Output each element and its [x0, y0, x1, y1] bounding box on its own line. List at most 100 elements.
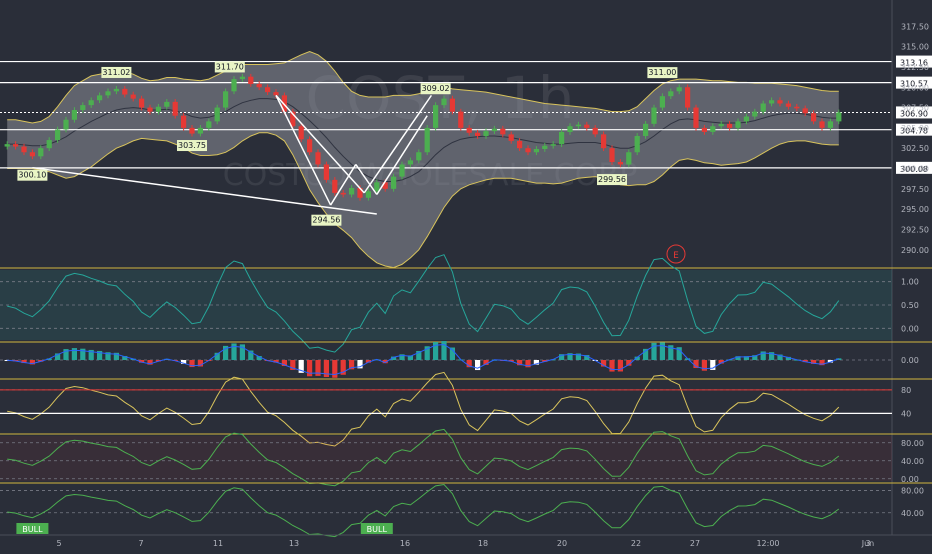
price-tick-label: 315.00: [901, 43, 929, 52]
macd-histogram-bar: [710, 360, 716, 370]
candle-body: [836, 112, 842, 122]
candle-body: [390, 176, 397, 189]
candle-body: [491, 128, 498, 132]
candle-body: [768, 100, 775, 104]
macd-histogram-bar: [273, 360, 279, 363]
candle-body: [432, 105, 439, 128]
candle-body: [273, 92, 279, 96]
candle-body: [416, 152, 422, 161]
macd-histogram-bar: [600, 360, 607, 367]
macd-histogram-bar: [525, 360, 531, 368]
price-tick-label: 307.50: [901, 104, 929, 113]
earnings-marker-icon: [666, 244, 686, 264]
macd-histogram-bar: [802, 360, 808, 363]
time-tick-label: 22: [631, 539, 641, 548]
price-annotation-label: 311.02: [102, 68, 130, 77]
macd-histogram-bar: [407, 355, 414, 360]
macd-histogram-bar: [365, 360, 372, 363]
macd-histogram-bar: [810, 360, 817, 364]
time-tick-label: 12:00: [756, 539, 779, 548]
candle-body: [600, 134, 607, 149]
level-price-tag: [896, 123, 932, 136]
macd-histogram-bar: [399, 354, 405, 360]
candle-body: [374, 182, 380, 192]
macd-histogram-bar: [516, 360, 523, 366]
candle-body: [315, 152, 321, 165]
candle-body: [399, 164, 405, 177]
candle-body: [567, 126, 573, 132]
candle-body: [760, 103, 766, 112]
macd-histogram-bar: [21, 360, 27, 364]
macd-histogram-bar: [701, 360, 708, 371]
macd-histogram-bar: [96, 350, 103, 360]
macd-histogram-bar: [693, 360, 699, 369]
macd-histogram-bar: [558, 354, 565, 360]
candle-body: [12, 144, 19, 147]
candle-body: [306, 139, 313, 153]
macd-histogram-bar: [474, 360, 481, 371]
bollinger-band-fill: [7, 51, 839, 268]
candle-body: [651, 107, 657, 124]
trend-line: [32, 166, 377, 215]
indicator-tick-label: 1.00: [901, 278, 919, 287]
macd-histogram-bar: [348, 360, 355, 370]
macd-histogram-bar: [105, 352, 111, 360]
candle-body: [332, 179, 338, 193]
macd-histogram-bar: [676, 347, 682, 360]
candle-body: [256, 84, 262, 88]
candle-body: [138, 98, 145, 108]
candle-body: [525, 148, 531, 153]
trend-line: [376, 115, 428, 195]
candle-body: [298, 126, 304, 140]
macd-histogram-bar: [533, 360, 540, 365]
macd-histogram-bar: [382, 360, 388, 364]
bull-signal-box: [16, 523, 49, 534]
time-tick-label: 20: [557, 539, 567, 548]
indicator-pane-bg: [0, 436, 892, 481]
price-tick-label: 300.00: [901, 165, 929, 174]
indicator-tick-label: 80: [901, 386, 911, 395]
candle-body: [38, 148, 44, 157]
macd-histogram-bar: [29, 360, 36, 365]
price-tick-label: 292.50: [901, 225, 929, 234]
macd-histogram-bar: [441, 341, 447, 360]
time-tick-label: 3: [865, 539, 870, 548]
candle-body: [617, 162, 624, 165]
macd-histogram-bar: [231, 343, 237, 360]
macd-histogram-bar: [768, 352, 775, 360]
bull-signal-label: BULL: [22, 525, 43, 534]
candle-body: [239, 76, 246, 80]
candle-body: [407, 160, 414, 165]
candle-body: [466, 127, 472, 133]
candle-body: [684, 87, 691, 108]
macd-histogram-bar: [306, 360, 313, 377]
candle-body: [693, 107, 699, 128]
price-tick-label: 310.00: [901, 83, 929, 92]
time-tick-label: 7: [138, 539, 143, 548]
time-tick-label: 18: [478, 539, 488, 548]
candle-body: [88, 100, 94, 106]
candle-body: [609, 148, 615, 162]
indicator-pane-bg: [0, 381, 892, 431]
candle-body: [819, 121, 825, 128]
indicator-tick-label: 0.00: [901, 475, 919, 484]
candle-body: [340, 192, 346, 195]
macd-histogram-bar: [54, 353, 61, 360]
candle-body: [802, 108, 808, 114]
macd-histogram-bar: [752, 355, 758, 360]
macd-histogram-bar: [138, 360, 145, 363]
macd-histogram-bar: [390, 356, 397, 360]
macd-histogram-bar: [668, 345, 674, 360]
candle-body: [29, 152, 36, 157]
candle-body: [634, 136, 640, 153]
macd-histogram-bar: [617, 360, 624, 372]
macd-histogram-bar: [248, 350, 254, 360]
candle-body: [206, 121, 212, 128]
macd-histogram-bar: [819, 360, 825, 366]
candle-body: [113, 88, 120, 92]
macd-histogram-bar: [155, 360, 162, 362]
macd-histogram-bar: [659, 342, 666, 360]
level-price-tag: [896, 55, 932, 68]
